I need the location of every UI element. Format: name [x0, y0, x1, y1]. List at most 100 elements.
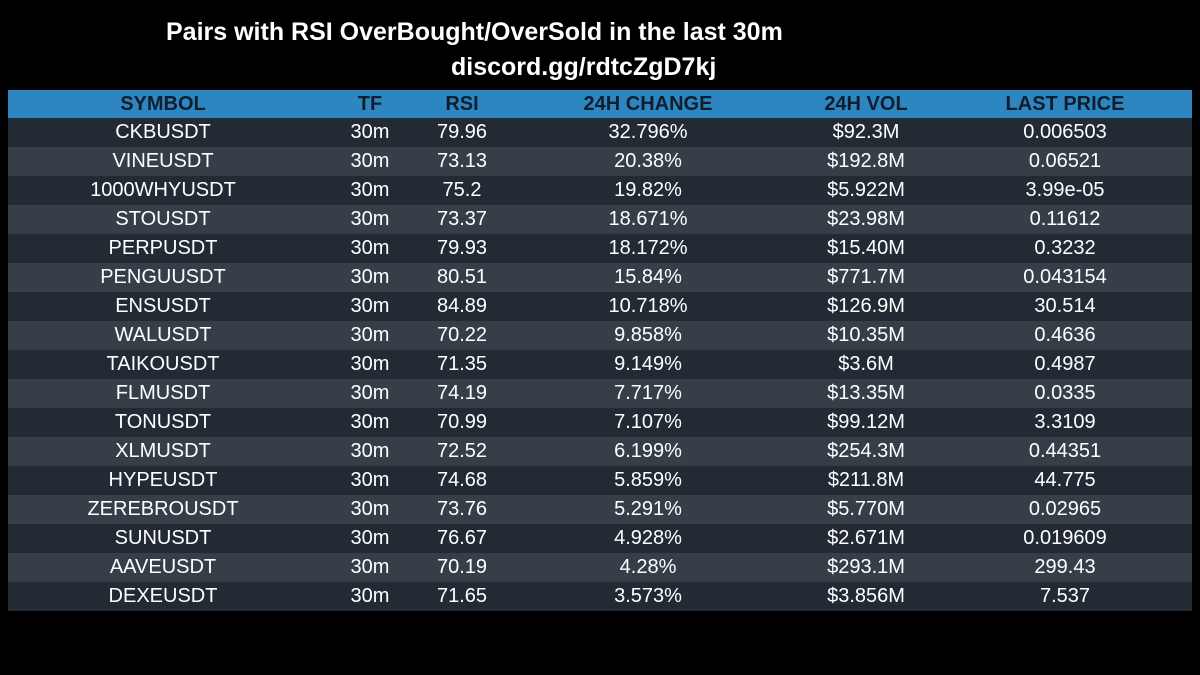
cell-24h-vol: $126.9M	[827, 295, 905, 317]
cell-rsi: 73.37	[436, 208, 488, 230]
cell-last-price: 0.11612	[1029, 208, 1101, 230]
cell-tf: 30m	[350, 527, 390, 549]
cell-24h-vol: $99.12M	[827, 411, 905, 433]
cell-tf: 30m	[350, 237, 390, 259]
table-body: CKBUSDT 30m 79.96 32.796% $92.3M 0.006503 VINE…	[8, 118, 1192, 611]
cell-symbol: PERPUSDT	[108, 237, 218, 259]
cell-24h-vol: $23.98M	[827, 208, 905, 230]
cell-last-price: 3.99e-05	[1025, 179, 1105, 201]
cell-24h-change: 18.172%	[608, 237, 688, 259]
cell-last-price: 0.06521	[1028, 150, 1102, 172]
cell-last-price: 0.3232	[1034, 237, 1096, 259]
cell-24h-vol: $10.35M	[827, 324, 905, 346]
cell-last-price: 0.4636	[1034, 324, 1096, 346]
cell-tf: 30m	[350, 150, 390, 172]
cell-last-price: 0.44351	[1028, 440, 1102, 462]
cell-24h-vol: $3.6M	[838, 353, 894, 375]
cell-rsi: 70.99	[436, 411, 488, 433]
cell-24h-change: 32.796%	[608, 121, 688, 143]
cell-last-price: 0.043154	[1023, 266, 1107, 288]
table-row: VINEUSDT 30m 73.13 20.38% $192.8M 0.06521	[8, 147, 1192, 176]
table-row: AAVEUSDT 30m 70.19 4.28% $293.1M 299.43	[8, 553, 1192, 582]
cell-symbol: ENSUSDT	[115, 295, 211, 317]
table-header: SYMBOL TF RSI 24H CHANGE 24H VOL LAST PR…	[8, 90, 1192, 118]
cell-symbol: WALUSDT	[114, 324, 212, 346]
cell-rsi: 79.93	[436, 237, 488, 259]
column-header-last-price: LAST PRICE	[1005, 93, 1125, 115]
cell-symbol: VINEUSDT	[112, 150, 214, 172]
cell-symbol: SUNUSDT	[114, 527, 212, 549]
cell-24h-vol: $5.770M	[827, 498, 905, 520]
cell-24h-vol: $254.3M	[827, 440, 905, 462]
cell-24h-vol: $5.922M	[827, 179, 905, 201]
cell-symbol: TONUSDT	[114, 411, 212, 433]
cell-tf: 30m	[350, 295, 390, 317]
cell-24h-change: 5.291%	[614, 498, 682, 520]
cell-last-price: 7.537	[1039, 585, 1091, 607]
cell-rsi: 71.35	[436, 353, 488, 375]
cell-24h-change: 19.82%	[614, 179, 682, 201]
cell-last-price: 30.514	[1034, 295, 1096, 317]
cell-symbol: PENGUUSDT	[100, 266, 226, 288]
table-row: ENSUSDT 30m 84.89 10.718% $126.9M 30.514	[8, 292, 1192, 321]
cell-symbol: 1000WHYUSDT	[90, 179, 236, 201]
cell-rsi: 80.51	[436, 266, 488, 288]
column-header-tf: TF	[357, 93, 383, 115]
cell-last-price: 0.4987	[1034, 353, 1096, 375]
cell-rsi: 73.13	[436, 150, 488, 172]
cell-24h-vol: $3.856M	[827, 585, 905, 607]
cell-24h-vol: $13.35M	[827, 382, 905, 404]
table-row: PERPUSDT 30m 79.93 18.172% $15.40M 0.3232	[8, 234, 1192, 263]
cell-tf: 30m	[350, 556, 390, 578]
discord-link: discord.gg/rdtcZgD7kj	[451, 53, 717, 81]
cell-rsi: 70.22	[436, 324, 488, 346]
cell-24h-change: 9.149%	[614, 353, 682, 375]
cell-24h-change: 15.84%	[614, 266, 682, 288]
table-row: XLMUSDT 30m 72.52 6.199% $254.3M 0.44351	[8, 437, 1192, 466]
cell-rsi: 71.65	[436, 585, 488, 607]
cell-rsi: 72.52	[436, 440, 488, 462]
table-row: CKBUSDT 30m 79.96 32.796% $92.3M 0.006503	[8, 118, 1192, 147]
cell-last-price: 0.019609	[1023, 527, 1107, 549]
cell-24h-change: 5.859%	[614, 469, 682, 491]
cell-symbol: AAVEUSDT	[109, 556, 217, 578]
cell-tf: 30m	[350, 440, 390, 462]
column-header-symbol: SYMBOL	[120, 93, 206, 115]
cell-symbol: CKBUSDT	[115, 121, 211, 143]
table-row: 1000WHYUSDT 30m 75.2 19.82% $5.922M 3.99e-05	[8, 176, 1192, 205]
cell-24h-vol: $771.7M	[827, 266, 905, 288]
cell-symbol: FLMUSDT	[115, 382, 211, 404]
cell-tf: 30m	[350, 121, 390, 143]
cell-rsi: 84.89	[436, 295, 488, 317]
table-row: SUNUSDT 30m 76.67 4.928% $2.671M 0.019609	[8, 524, 1192, 553]
cell-tf: 30m	[350, 179, 390, 201]
cell-24h-change: 10.718%	[608, 295, 688, 317]
cell-rsi: 76.67	[436, 527, 488, 549]
cell-tf: 30m	[350, 266, 390, 288]
column-header-24h-change: 24H CHANGE	[583, 93, 713, 115]
page-title: Pairs with RSI OverBought/OverSold in th…	[166, 18, 783, 46]
table-row: WALUSDT 30m 70.22 9.858% $10.35M 0.4636	[8, 321, 1192, 350]
table-row: PENGUUSDT 30m 80.51 15.84% $771.7M 0.043154	[8, 263, 1192, 292]
table-row: TAIKOUSDT 30m 71.35 9.149% $3.6M 0.4987	[8, 350, 1192, 379]
cell-tf: 30m	[350, 498, 390, 520]
cell-24h-change: 18.671%	[608, 208, 688, 230]
cell-tf: 30m	[350, 324, 390, 346]
cell-tf: 30m	[350, 469, 390, 491]
cell-24h-change: 4.28%	[619, 556, 677, 578]
cell-last-price: 44.775	[1034, 469, 1096, 491]
cell-rsi: 75.2	[442, 179, 482, 201]
cell-24h-vol: $92.3M	[832, 121, 900, 143]
cell-symbol: STOUSDT	[115, 208, 211, 230]
cell-24h-change: 6.199%	[614, 440, 682, 462]
table-row: DEXEUSDT 30m 71.65 3.573% $3.856M 7.537	[8, 582, 1192, 611]
cell-last-price: 0.02965	[1028, 498, 1102, 520]
cell-symbol: TAIKOUSDT	[106, 353, 220, 375]
cell-24h-vol: $192.8M	[827, 150, 905, 172]
cell-24h-change: 7.717%	[614, 382, 682, 404]
cell-tf: 30m	[350, 208, 390, 230]
column-header-24h-vol: 24H VOL	[824, 93, 908, 115]
column-header-rsi: RSI	[445, 93, 479, 115]
cell-last-price: 3.3109	[1034, 411, 1096, 433]
cell-tf: 30m	[350, 411, 390, 433]
